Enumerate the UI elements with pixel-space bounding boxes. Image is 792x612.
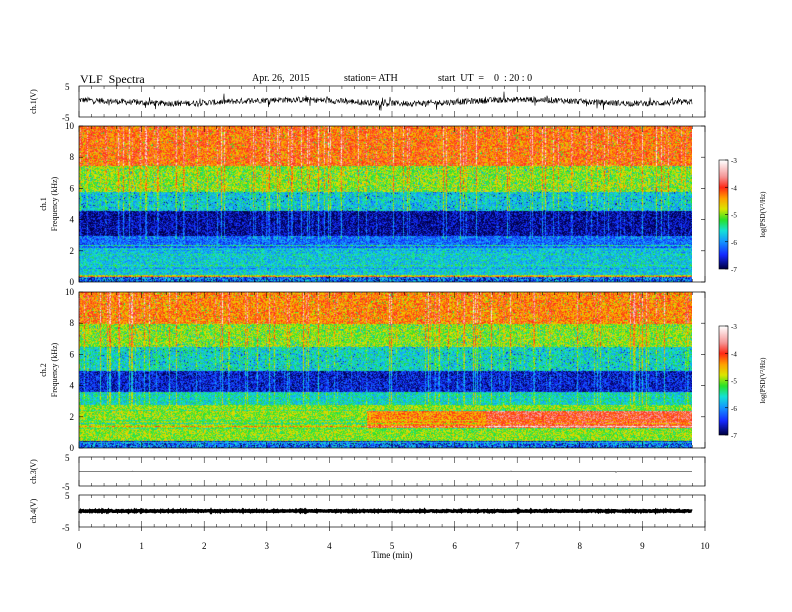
x-tick-label: 1	[139, 541, 144, 551]
colorbar-tick-label: -3	[731, 323, 737, 331]
x-tick-label: 6	[452, 541, 457, 551]
x-tick-label: 2	[202, 541, 207, 551]
freq-tick-label: 8	[70, 318, 75, 328]
freq-tick-label: 2	[70, 246, 75, 256]
x-axis-label: Time (min)	[372, 550, 413, 560]
spectrogram-ylabel-channel: ch.1	[39, 197, 48, 211]
freq-tick-label: 0	[70, 277, 75, 287]
colorbar-tick-label: -6	[731, 405, 737, 413]
freq-tick-label: 4	[70, 215, 75, 225]
x-tick-label: 9	[640, 541, 645, 551]
station-label: station= ATH	[344, 73, 398, 84]
ch3-ytick-top: 5	[65, 453, 70, 463]
freq-tick-label: 10	[65, 121, 75, 131]
x-tick-label: 5	[390, 541, 395, 551]
x-tick-label: 3	[265, 541, 270, 551]
x-tick-label: 0	[77, 541, 82, 551]
spectrogram-ylabel-channel: ch.2	[39, 363, 48, 377]
colorbar-tick-label: -7	[731, 266, 737, 274]
ch1-ytick-bottom: -5	[62, 113, 70, 123]
colorbar-tick-label: -3	[731, 157, 737, 165]
x-tick-label: 7	[515, 541, 520, 551]
freq-tick-label: 10	[65, 287, 75, 297]
ch3-waveform-line	[78, 470, 692, 474]
colorbar-tick-label: -7	[731, 432, 737, 440]
spectrogram-image-ch1	[79, 126, 692, 282]
x-tick-label: 8	[578, 541, 583, 551]
x-tick-label: 10	[701, 541, 711, 551]
colorbar-2	[719, 326, 728, 435]
spectrogram-ylabel-frequency: Frequency (kHz)	[50, 176, 59, 231]
colorbar-tick-label: -5	[731, 212, 737, 220]
ch3-ytick-bottom: -5	[62, 482, 70, 492]
ch4-waveform-line	[77, 507, 693, 515]
spectrogram-image-ch2	[79, 292, 692, 448]
spectrogram-ylabel-frequency: Frequency (kHz)	[50, 342, 59, 397]
colorbar-tick-label: -6	[731, 239, 737, 247]
colorbar-label: log(PSD(V²/Hz)	[759, 357, 767, 404]
ch4-ytick-bottom: -5	[62, 523, 70, 533]
freq-tick-label: 0	[70, 443, 75, 453]
freq-tick-label: 6	[70, 183, 75, 193]
colorbar-label: log(PSD(V²/Hz)	[759, 191, 767, 238]
x-tick-label: 4	[327, 541, 332, 551]
colorbar-tick-label: -4	[731, 184, 737, 192]
figure-title: VLF Spectra	[80, 72, 145, 86]
freq-tick-label: 8	[70, 152, 75, 162]
colorbar-1	[719, 160, 728, 269]
date-label: Apr. 26, 2015	[252, 73, 310, 84]
ch1-waveform-line	[78, 91, 693, 111]
ch4-ylabel: ch.4(V)	[29, 498, 38, 523]
ch1-ylabel: ch.1(V)	[29, 89, 38, 114]
ch4-ytick-top: 5	[65, 491, 70, 501]
colorbar-tick-label: -5	[731, 378, 737, 386]
start-ut-label: start UT = 0 : 20 : 0	[438, 73, 533, 84]
freq-tick-label: 2	[70, 412, 75, 422]
ch3-ylabel: ch.3(V)	[29, 459, 38, 484]
freq-tick-label: 4	[70, 381, 75, 391]
ch1-ytick-top: 5	[65, 82, 70, 92]
colorbar-tick-label: -4	[731, 350, 737, 358]
freq-tick-label: 6	[70, 349, 75, 359]
